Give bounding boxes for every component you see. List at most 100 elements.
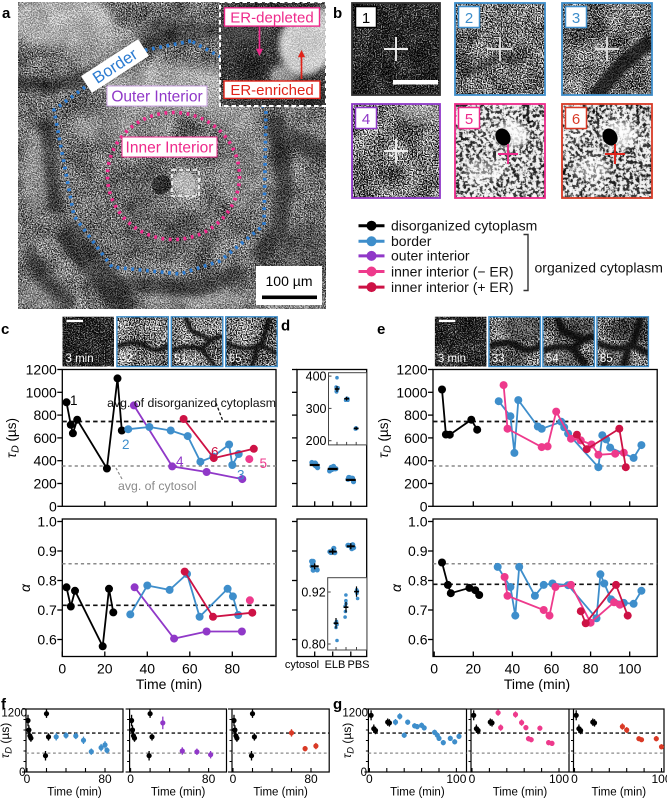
svg-text:inner interior (+ ER): inner interior (+ ER) [391,279,514,295]
svg-text:200: 200 [33,476,57,492]
svg-text:51: 51 [174,353,187,365]
svg-text:0: 0 [230,772,237,786]
svg-text:0: 0 [420,498,428,514]
svg-text:1: 1 [70,393,78,408]
svg-text:800: 800 [33,407,57,423]
svg-text:5: 5 [465,111,473,128]
svg-text:b: b [333,5,342,22]
svg-text:disorganized cytoplasm: disorganized cytoplasm [391,218,537,234]
svg-text:6: 6 [211,445,219,460]
svg-text:τD (µs): τD (µs) [376,418,394,458]
svg-text:τD (µs): τD (µs) [4,418,22,458]
svg-text:α: α [17,583,33,592]
svg-text:1000: 1000 [26,384,57,400]
svg-text:g: g [333,696,342,713]
svg-text:0: 0 [430,661,438,677]
svg-text:200: 200 [404,476,428,492]
svg-text:300: 300 [306,402,327,416]
svg-text:0: 0 [49,498,57,514]
svg-text:40: 40 [505,661,521,677]
svg-text:0.9: 0.9 [37,543,57,559]
svg-text:0.7: 0.7 [37,602,57,618]
svg-text:ELB: ELB [325,659,346,671]
svg-text:0: 0 [58,661,66,677]
svg-text:100: 100 [549,772,569,786]
svg-text:avg. of disorganized cytoplasm: avg. of disorganized cytoplasm [107,396,276,410]
svg-text:ER-depleted: ER-depleted [230,9,313,26]
svg-text:0: 0 [366,772,373,786]
svg-text:1200: 1200 [26,362,57,378]
svg-text:Time (min): Time (min) [136,676,202,692]
svg-text:3 min: 3 min [438,353,466,365]
svg-text:80: 80 [202,772,216,786]
svg-text:border: border [391,233,432,249]
svg-text:60: 60 [182,661,198,677]
svg-text:e: e [377,321,385,338]
svg-text:3: 3 [237,468,245,483]
svg-text:a: a [2,5,11,22]
svg-text:40: 40 [140,661,156,677]
svg-text:inner interior (− ER): inner interior (− ER) [391,263,514,279]
svg-text:80: 80 [583,661,599,677]
svg-text:Time (min): Time (min) [47,787,102,799]
svg-text:Time (min): Time (min) [151,787,206,799]
svg-text:60: 60 [544,661,560,677]
svg-text:6: 6 [572,111,580,128]
svg-text:3: 3 [572,10,580,27]
svg-text:c: c [1,321,9,338]
svg-text:1.0: 1.0 [37,514,57,530]
svg-text:PBS: PBS [347,659,369,671]
svg-text:1: 1 [362,10,370,27]
svg-text:33: 33 [492,353,505,365]
svg-text:ER-enriched: ER-enriched [230,82,313,99]
svg-text:20: 20 [97,661,113,677]
svg-text:0.7: 0.7 [408,602,428,618]
svg-text:400: 400 [404,453,428,469]
svg-text:2: 2 [465,10,473,27]
svg-text:1200: 1200 [342,708,368,720]
svg-text:65: 65 [229,353,242,365]
svg-text:80: 80 [98,772,112,786]
svg-text:100: 100 [618,661,642,677]
svg-text:0: 0 [571,772,578,786]
svg-text:80: 80 [304,772,318,786]
svg-text:100: 100 [446,772,466,786]
svg-text:Time (min): Time (min) [493,787,548,799]
svg-text:600: 600 [33,430,57,446]
svg-text:0: 0 [469,772,476,786]
svg-text:cytosol: cytosol [285,659,319,671]
svg-text:1200: 1200 [396,362,427,378]
svg-text:Time (min): Time (min) [504,676,570,692]
svg-text:0.9: 0.9 [408,543,428,559]
svg-text:1.0: 1.0 [408,514,428,530]
svg-text:5: 5 [260,456,268,471]
svg-text:3 min: 3 min [66,353,94,365]
svg-text:400: 400 [306,370,327,384]
svg-text:Time (min): Time (min) [390,787,445,799]
svg-text:Outer Interior: Outer Interior [111,89,202,106]
svg-text:0.80: 0.80 [301,638,325,652]
svg-text:800: 800 [404,407,428,423]
svg-text:0: 0 [19,767,25,779]
svg-text:d: d [281,318,290,335]
svg-text:α: α [388,583,404,592]
svg-text:Time (min): Time (min) [592,787,647,799]
svg-text:Inner Interior: Inner Interior [126,140,214,157]
svg-text:32: 32 [120,353,133,365]
svg-text:τD (µs): τD (µs) [340,723,356,759]
svg-text:600: 600 [404,430,428,446]
svg-text:0: 0 [361,767,367,779]
svg-text:0: 0 [24,772,31,786]
svg-text:avg. of cytosol: avg. of cytosol [118,479,197,493]
svg-text:f: f [1,696,7,713]
svg-text:organized cytoplasm: organized cytoplasm [535,260,663,276]
svg-text:2: 2 [122,437,130,452]
svg-text:54: 54 [546,353,559,365]
svg-text:4: 4 [362,111,370,128]
svg-text:85: 85 [600,353,613,365]
svg-text:1200: 1200 [1,708,27,720]
svg-text:0: 0 [127,772,134,786]
svg-text:200: 200 [306,434,327,448]
svg-text:0.6: 0.6 [37,632,57,648]
svg-text:4: 4 [176,454,184,469]
